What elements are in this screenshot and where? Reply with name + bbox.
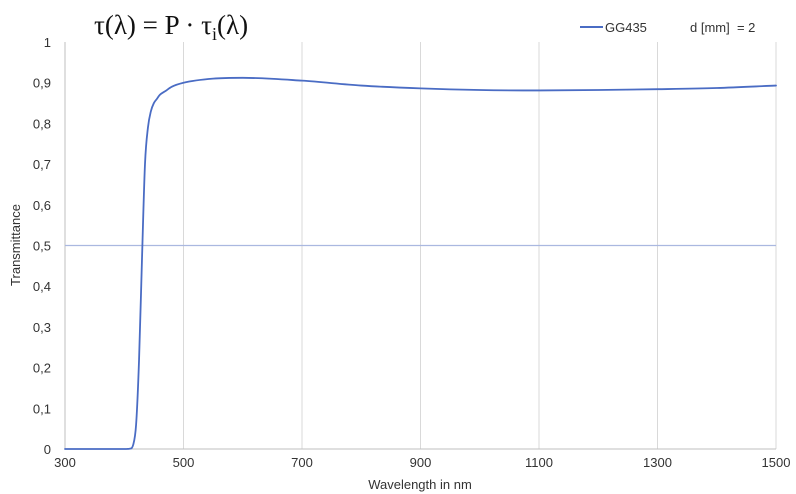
y-tick-label-0-3: 0,3: [33, 320, 51, 335]
y-tick-label-0-8: 0,8: [33, 116, 51, 131]
grid: [183, 42, 777, 449]
x-tick-label-700: 700: [291, 455, 313, 470]
axes: 300 500 700 900 1100 1300 1500 0 0,1 0,2 0,3 0,4 0,5…: [33, 35, 791, 470]
chart-title-formula: τ(λ) = P · τi(λ): [94, 10, 248, 44]
svg-text:τ(λ) = P · τi(λ): τ(λ) = P · τi(λ): [94, 10, 248, 44]
title-formula-lhs: τ(λ) = P · τ: [94, 10, 212, 40]
y-tick-label-0-4: 0,4: [33, 279, 51, 294]
x-axis-title: Wavelength in nm: [368, 477, 472, 492]
y-tick-label-0-7: 0,7: [33, 157, 51, 172]
x-tick-label-1500: 1500: [762, 455, 791, 470]
x-tick-label-1100: 1100: [525, 455, 553, 470]
x-tick-label-500: 500: [173, 455, 195, 470]
x-tick-label-1300: 1300: [643, 455, 672, 470]
y-tick-label-0-6: 0,6: [33, 198, 51, 213]
y-tick-label-1: 1: [44, 35, 51, 50]
title-formula-subscript: i: [212, 24, 217, 44]
y-tick-label-0-9: 0,9: [33, 76, 51, 91]
y-axis-title: Transmittance: [8, 204, 23, 286]
legend-thickness-note: d [mm] = 2: [690, 20, 755, 35]
y-tick-label-0-1: 0,1: [33, 401, 51, 416]
y-tick-label-0-5: 0,5: [33, 239, 51, 254]
x-tick-label-300: 300: [54, 455, 76, 470]
y-tick-label-0: 0: [44, 442, 51, 457]
x-tick-label-900: 900: [410, 455, 432, 470]
legend: GG435 d [mm] = 2: [580, 20, 755, 35]
legend-label-gg435: GG435: [605, 20, 647, 35]
y-tick-label-0-2: 0,2: [33, 361, 51, 376]
title-formula-rhs: (λ): [217, 10, 248, 40]
series-line-gg435: [64, 76, 777, 450]
series-layer: [64, 76, 777, 450]
